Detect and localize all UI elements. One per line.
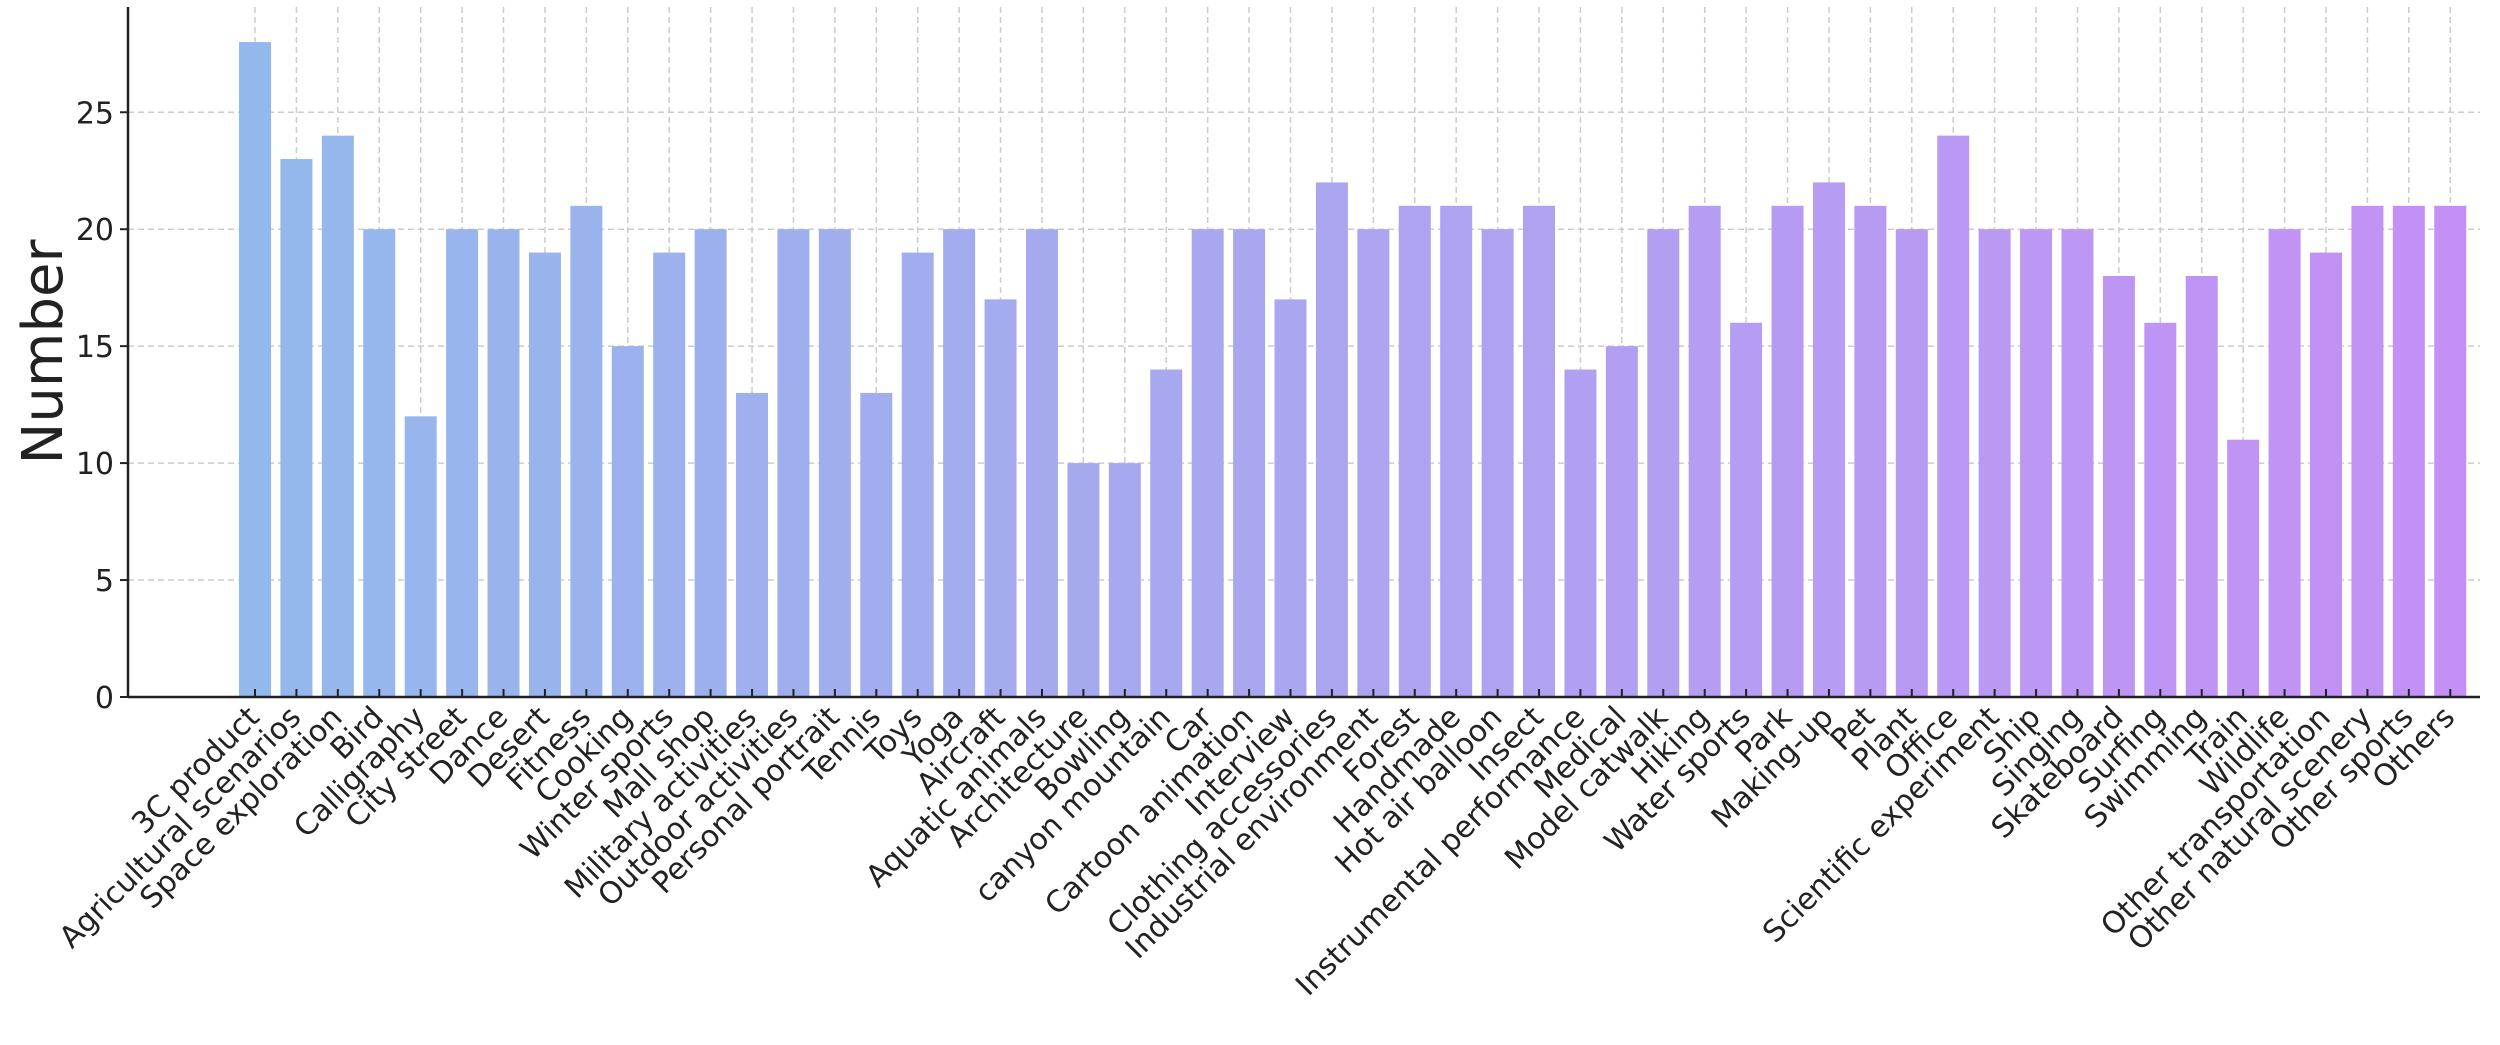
bar — [321, 135, 354, 698]
bar — [239, 42, 271, 698]
bar — [1108, 463, 1141, 697]
bar — [446, 229, 479, 698]
bar — [2185, 275, 2218, 697]
x-tick-label: Agricultural scenarios — [53, 700, 308, 955]
bar — [2020, 229, 2053, 698]
bar — [901, 252, 934, 698]
bar — [984, 299, 1017, 697]
bar — [1150, 369, 1183, 697]
bar — [777, 229, 810, 698]
bar — [280, 159, 313, 697]
bar — [1067, 463, 1100, 697]
bar — [2392, 205, 2425, 698]
bar — [1025, 229, 1058, 698]
bar — [1233, 229, 1266, 698]
y-tick-label: 15 — [76, 330, 114, 365]
y-tick-label: 25 — [76, 96, 114, 131]
bar — [1564, 369, 1597, 697]
bar — [860, 392, 893, 697]
bar — [487, 229, 520, 698]
bar — [1440, 205, 1473, 698]
bar — [2061, 229, 2094, 698]
bar — [570, 205, 603, 698]
y-tick-label: 20 — [76, 213, 114, 248]
bars — [239, 42, 2467, 698]
bar — [1357, 229, 1390, 698]
bar — [2268, 229, 2301, 698]
bar — [2144, 322, 2177, 697]
bar — [1771, 205, 1804, 698]
bar — [943, 229, 976, 698]
bar — [404, 416, 437, 697]
y-axis-label: Number — [11, 239, 76, 465]
y-tick-label: 10 — [76, 447, 114, 482]
bar — [818, 229, 851, 698]
bar — [1978, 229, 2011, 698]
bar — [1647, 229, 1680, 698]
y-tick-labels: 0 5 10 15 20 25 — [76, 96, 114, 716]
axes — [120, 7, 2480, 699]
y-tick-label: 5 — [95, 564, 114, 599]
bar — [1895, 229, 1928, 698]
bar — [1854, 205, 1887, 698]
bar — [736, 392, 769, 697]
bar — [653, 252, 686, 698]
bar — [1481, 229, 1514, 698]
bar — [363, 229, 396, 698]
y-tick-label: 0 — [95, 681, 114, 716]
bar — [1730, 322, 1763, 697]
bar — [2310, 252, 2342, 698]
bar — [2351, 205, 2384, 698]
bar — [528, 252, 561, 698]
bar — [611, 346, 644, 697]
bar — [1688, 205, 1721, 698]
bar — [2227, 439, 2260, 697]
bar — [1812, 182, 1845, 698]
bar — [1398, 205, 1431, 698]
bar — [1523, 205, 1556, 698]
bar — [1605, 346, 1638, 697]
bar — [2434, 205, 2467, 698]
bar — [2102, 275, 2135, 697]
bar — [694, 229, 727, 698]
bar — [1937, 135, 1970, 698]
bar — [1191, 229, 1224, 698]
bar — [1274, 299, 1307, 697]
bar — [1315, 182, 1348, 698]
